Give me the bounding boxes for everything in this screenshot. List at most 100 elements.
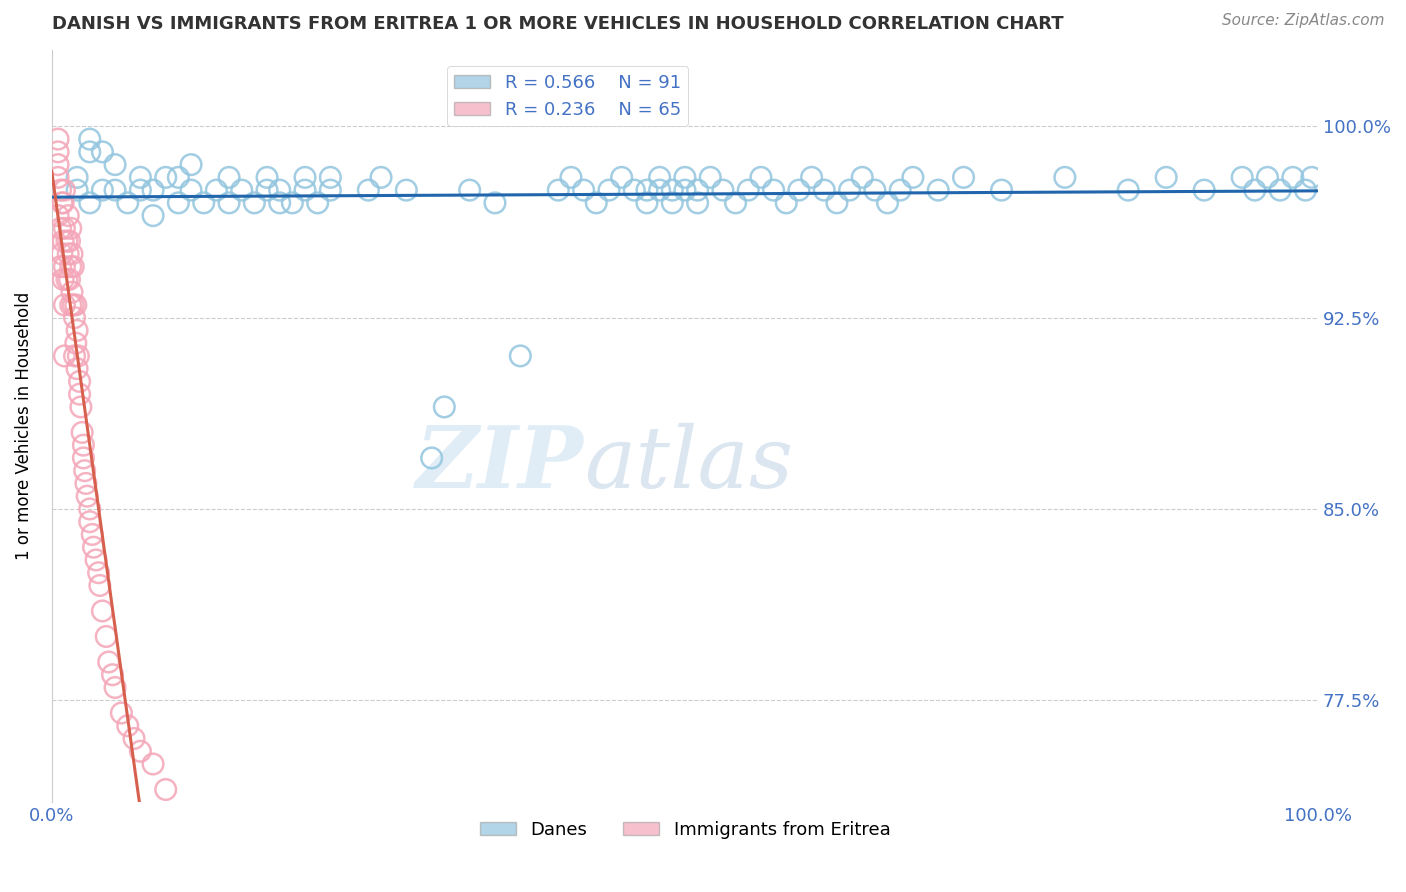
Point xyxy=(167,170,190,185)
Point xyxy=(79,502,101,516)
Point xyxy=(876,195,898,210)
Point xyxy=(142,183,165,197)
Point xyxy=(122,731,145,746)
Point xyxy=(49,183,72,197)
Point xyxy=(91,183,114,197)
Point xyxy=(623,183,645,197)
Point xyxy=(79,195,101,210)
Text: Source: ZipAtlas.com: Source: ZipAtlas.com xyxy=(1222,13,1385,29)
Point xyxy=(572,183,595,197)
Point xyxy=(357,183,380,197)
Point xyxy=(838,183,860,197)
Point xyxy=(231,183,253,197)
Point xyxy=(73,464,96,478)
Point xyxy=(56,234,79,248)
Point xyxy=(59,260,82,274)
Point xyxy=(901,170,924,185)
Point xyxy=(51,195,73,210)
Point xyxy=(775,195,797,210)
Point xyxy=(193,195,215,210)
Point xyxy=(319,170,342,185)
Point xyxy=(433,400,456,414)
Point xyxy=(269,183,291,197)
Point xyxy=(673,183,696,197)
Text: DANISH VS IMMIGRANTS FROM ERITREA 1 OR MORE VEHICLES IN HOUSEHOLD CORRELATION CH: DANISH VS IMMIGRANTS FROM ERITREA 1 OR M… xyxy=(52,15,1063,33)
Y-axis label: 1 or more Vehicles in Household: 1 or more Vehicles in Household xyxy=(15,292,32,560)
Point xyxy=(155,782,177,797)
Point xyxy=(91,145,114,159)
Point xyxy=(62,298,84,312)
Point xyxy=(395,183,418,197)
Point xyxy=(87,566,110,580)
Point xyxy=(724,195,747,210)
Point xyxy=(1295,183,1317,197)
Point xyxy=(46,158,69,172)
Point xyxy=(63,349,86,363)
Point xyxy=(673,170,696,185)
Point xyxy=(66,183,89,197)
Point xyxy=(1154,170,1177,185)
Point xyxy=(269,195,291,210)
Point xyxy=(65,336,87,351)
Point xyxy=(82,527,104,541)
Point xyxy=(1301,170,1323,185)
Point xyxy=(66,170,89,185)
Point xyxy=(104,681,127,695)
Point xyxy=(218,170,240,185)
Point xyxy=(851,170,873,185)
Point xyxy=(205,183,228,197)
Point xyxy=(990,183,1012,197)
Point xyxy=(110,706,132,720)
Point xyxy=(610,170,633,185)
Point xyxy=(319,183,342,197)
Point xyxy=(53,260,76,274)
Point xyxy=(96,630,118,644)
Point xyxy=(256,170,278,185)
Point xyxy=(636,195,658,210)
Point xyxy=(79,132,101,146)
Point xyxy=(58,209,80,223)
Point xyxy=(243,195,266,210)
Point xyxy=(67,349,90,363)
Point xyxy=(52,272,75,286)
Point xyxy=(46,145,69,159)
Point xyxy=(952,170,974,185)
Point xyxy=(58,247,80,261)
Text: atlas: atlas xyxy=(583,422,793,505)
Point xyxy=(53,183,76,197)
Point xyxy=(66,323,89,337)
Point xyxy=(91,604,114,618)
Point xyxy=(117,719,139,733)
Point xyxy=(711,183,734,197)
Point xyxy=(787,183,810,197)
Point xyxy=(129,170,152,185)
Point xyxy=(69,375,91,389)
Point xyxy=(863,183,886,197)
Point xyxy=(52,234,75,248)
Point xyxy=(800,170,823,185)
Point xyxy=(1116,183,1139,197)
Point xyxy=(699,170,721,185)
Point xyxy=(1230,170,1253,185)
Point xyxy=(484,195,506,210)
Point xyxy=(813,183,835,197)
Point xyxy=(142,209,165,223)
Point xyxy=(180,183,202,197)
Point xyxy=(218,195,240,210)
Point xyxy=(1281,170,1303,185)
Point xyxy=(889,183,911,197)
Point xyxy=(51,247,73,261)
Point xyxy=(167,195,190,210)
Point xyxy=(53,221,76,235)
Point xyxy=(49,260,72,274)
Point xyxy=(65,298,87,312)
Point xyxy=(762,183,785,197)
Point xyxy=(46,170,69,185)
Point xyxy=(686,195,709,210)
Point xyxy=(927,183,949,197)
Point xyxy=(53,349,76,363)
Point xyxy=(52,195,75,210)
Point xyxy=(737,183,759,197)
Point xyxy=(84,553,107,567)
Point xyxy=(129,744,152,758)
